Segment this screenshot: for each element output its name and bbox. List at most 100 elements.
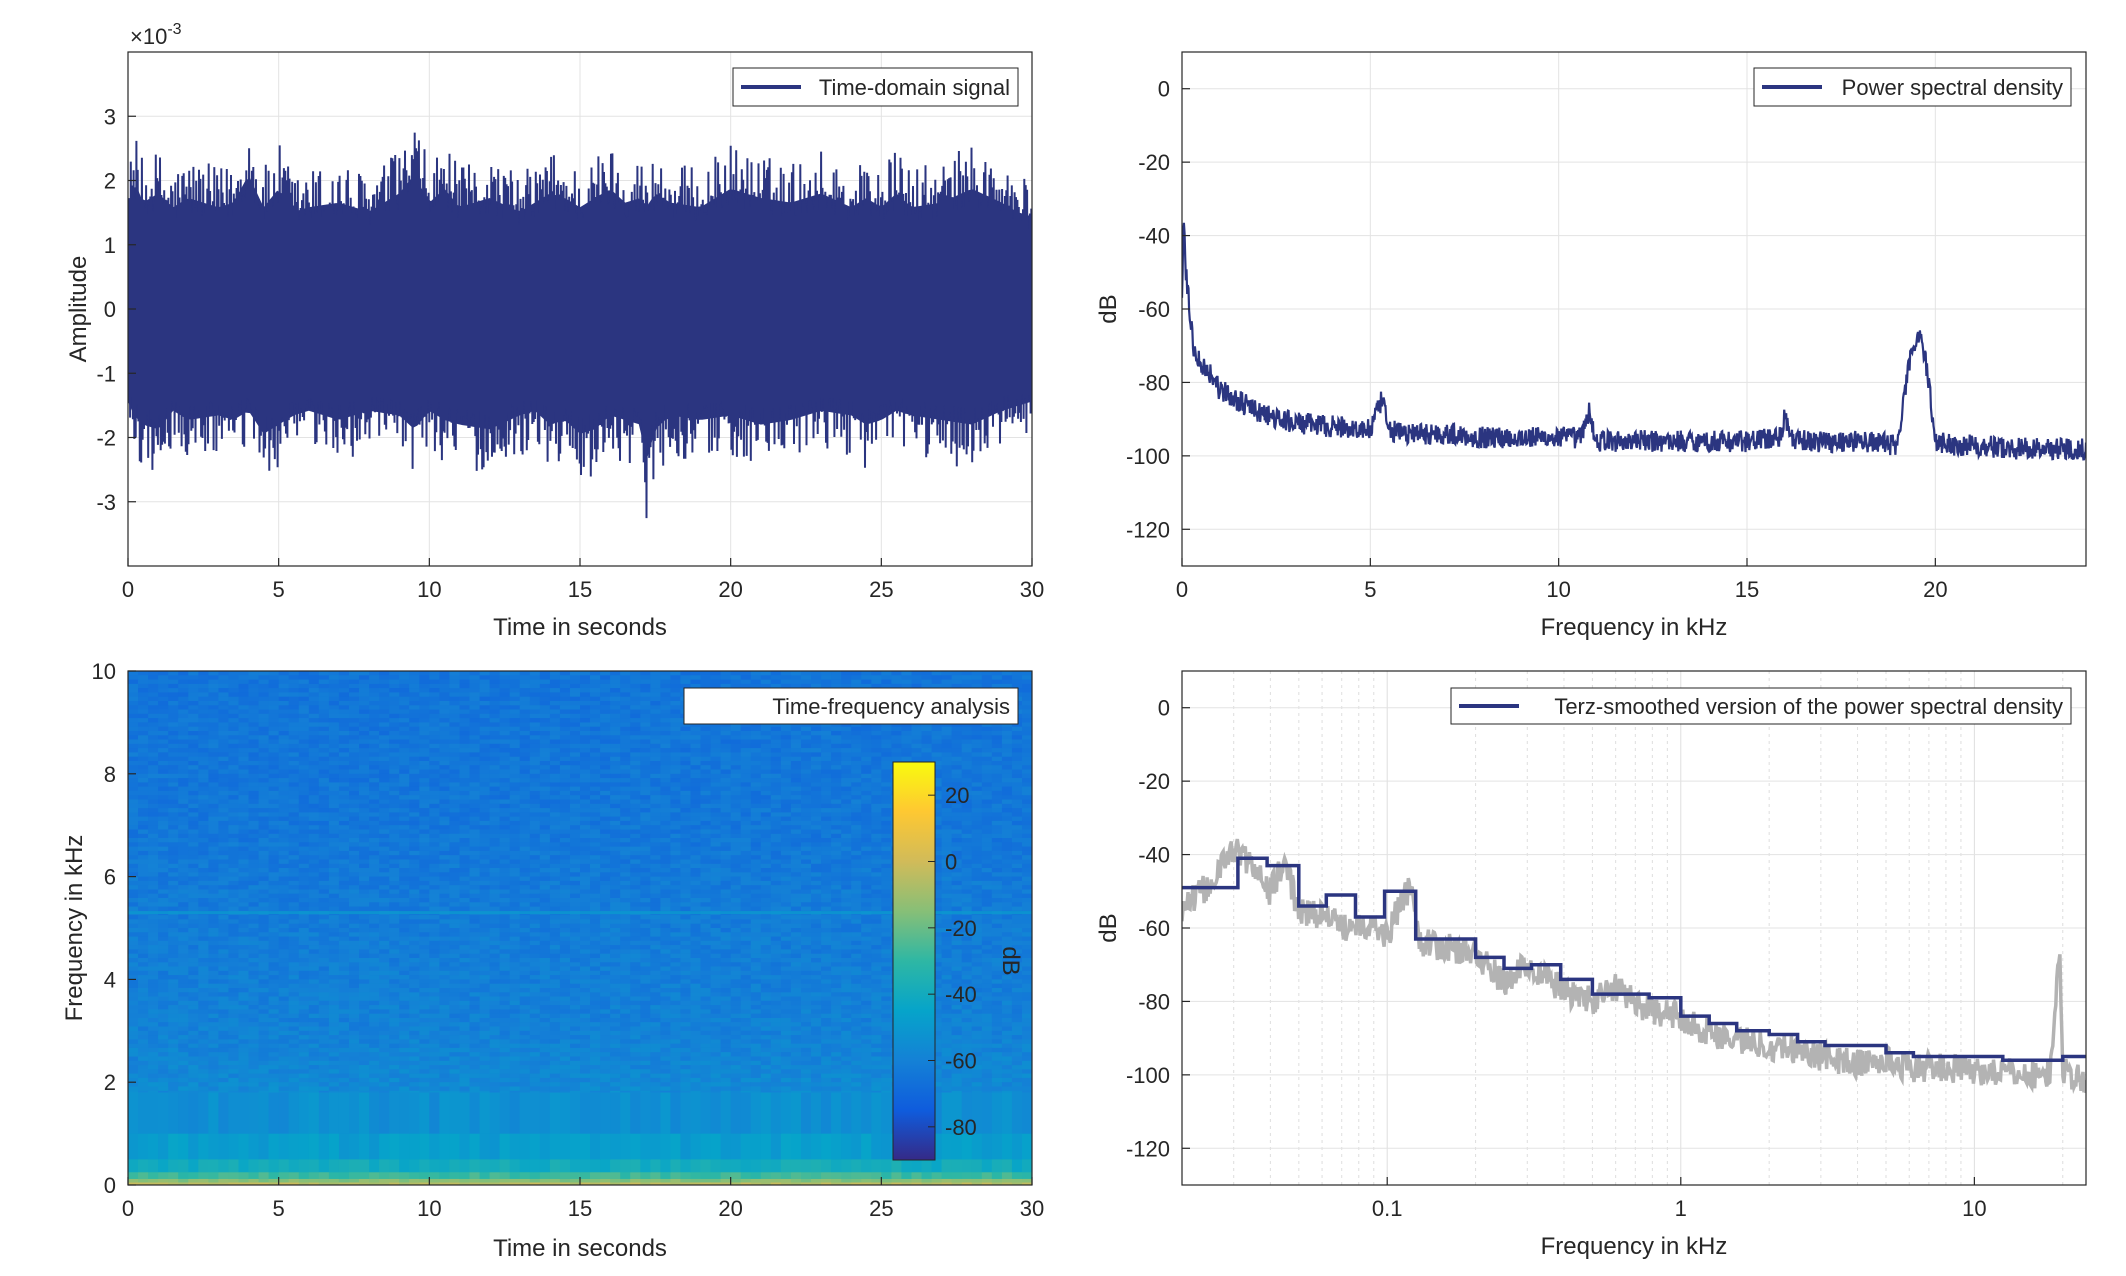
heat-cell [881, 812, 892, 818]
heat-cell [700, 880, 712, 886]
heat-cell [580, 769, 591, 775]
heat-cell [549, 812, 561, 818]
heat-cell [790, 820, 802, 826]
heat-cell [590, 889, 601, 895]
heat-cell [509, 812, 521, 818]
heat-cell [760, 855, 772, 861]
heat-cell [811, 778, 822, 783]
heat-cell [660, 726, 671, 732]
heat-cell [931, 790, 943, 796]
heat-cell [559, 855, 571, 861]
heat-cell [1011, 889, 1023, 895]
heat-cell [188, 696, 199, 702]
heat-cell [138, 820, 149, 826]
heat-cell [469, 731, 481, 736]
time-domain-legend[interactable]: Time-domain signal [732, 67, 1019, 107]
heat-cell [730, 743, 742, 749]
heat-cell [198, 893, 209, 899]
heat-cell [499, 739, 511, 745]
heat-cell [258, 846, 270, 852]
heat-cell [519, 739, 531, 745]
heat-cell [620, 675, 631, 681]
heat-cell [730, 735, 742, 741]
heat-cell [680, 679, 691, 685]
heat-cell [158, 880, 169, 886]
heat-cell [801, 786, 812, 792]
heat-cell [389, 752, 400, 758]
heat-cell [198, 735, 209, 741]
heat-cell [841, 799, 852, 805]
heat-cell [158, 713, 169, 719]
heat-cell [509, 795, 521, 801]
heat-cell [770, 863, 782, 869]
heat-cell [630, 838, 641, 843]
heat-cell [318, 842, 330, 848]
heat-cell [359, 705, 370, 711]
heat-cell [790, 838, 802, 843]
heat-cell [228, 825, 239, 831]
heat-cell [469, 765, 481, 771]
heat-cell [188, 863, 199, 869]
heat-cell [1022, 735, 1032, 741]
heat-cell [178, 765, 189, 771]
heat-cell [359, 825, 370, 831]
heat-cell [238, 752, 250, 758]
heat-cell [801, 859, 812, 865]
heat-cell [831, 825, 842, 831]
psd-legend[interactable]: Power spectral density [1753, 67, 2072, 107]
heat-cell [1001, 683, 1013, 689]
heat-cell [409, 898, 420, 903]
heat-cell [730, 820, 742, 826]
heat-cell [841, 671, 852, 676]
heat-cell [228, 679, 239, 685]
heat-cell [961, 820, 973, 826]
heat-cell [700, 799, 712, 805]
heat-cell [559, 816, 571, 822]
heat-cell [549, 833, 561, 839]
heat-cell [861, 816, 872, 822]
heat-cell [178, 833, 189, 839]
heat-cell [148, 782, 159, 788]
heat-cell [811, 863, 822, 869]
heat-cell [620, 820, 631, 826]
heat-cell [178, 722, 189, 728]
heat-cell [590, 722, 601, 728]
heat-cell [288, 808, 300, 813]
heat-cell [218, 863, 229, 869]
heat-cell [881, 722, 892, 728]
heat-cell [831, 795, 842, 801]
heat-cell [228, 718, 239, 723]
heat-cell [258, 855, 270, 861]
heat-cell [590, 808, 601, 813]
heat-cell [720, 898, 732, 903]
heat-cell [1022, 709, 1032, 715]
heat-cell [951, 829, 963, 835]
heat-cell [469, 671, 481, 676]
heat-cell [138, 679, 149, 685]
heat-cell [298, 885, 310, 891]
heat-cell [158, 803, 169, 809]
heat-cell [128, 739, 139, 745]
heat-cell [459, 756, 471, 762]
heat-cell [951, 731, 963, 736]
heat-cell [529, 743, 541, 749]
heat-cell [288, 773, 300, 779]
heat-cell [790, 671, 802, 676]
heat-cell [770, 893, 782, 899]
heat-cell [630, 696, 641, 702]
heat-cell [138, 880, 149, 886]
heat-cell [328, 735, 340, 741]
heat-cell [750, 855, 762, 861]
heat-cell [328, 803, 340, 809]
heat-cell [298, 812, 310, 818]
heat-cell [489, 769, 501, 775]
heat-cell [590, 731, 601, 736]
heat-cell [1022, 820, 1032, 826]
heat-cell [700, 885, 712, 891]
heat-cell [138, 773, 149, 779]
heat-cell [750, 726, 762, 732]
heat-cell [680, 739, 691, 745]
heat-cell [941, 898, 953, 903]
heat-cell [449, 696, 460, 702]
heat-cell [469, 756, 481, 762]
